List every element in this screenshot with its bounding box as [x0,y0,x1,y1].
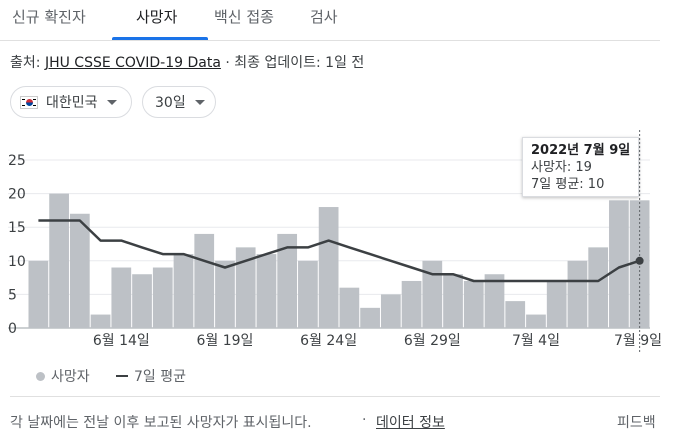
chevron-down-icon [106,99,117,105]
legend-line-icon [116,375,128,377]
footer-separator: · [362,412,367,428]
x-tick-label: 6월 29일 [404,333,461,349]
chart-bars [28,193,650,328]
legend-item-deaths: 사망자 [36,366,90,386]
tooltip-date: 2022년 7월 9일 [531,143,631,158]
chart-tooltip: 2022년 7월 9일 사망자: 19 7일 평균: 10 [522,137,639,197]
bar [28,260,49,328]
legend-dot-icon [36,371,45,381]
bar [132,274,152,328]
x-tick-label: 7월 9일 [614,333,662,349]
tooltip-average: 7일 평균: 10 [531,177,605,192]
bar [194,233,215,328]
y-tick-label: 25 [8,153,26,169]
bar [152,267,173,328]
legend-item-average: 7일 평균 [116,366,186,386]
tab-testing[interactable]: 검사 [310,8,338,26]
y-tick-label: 10 [8,254,26,270]
bar [49,193,69,328]
x-tick-label: 6월 19일 [196,333,253,349]
bar [69,213,90,328]
bar [505,301,526,328]
y-tick-label: 0 [8,321,17,337]
source-link[interactable]: JHU CSSE COVID-19 Data [44,55,221,71]
bar [567,260,588,328]
bar [401,280,422,328]
legend-deaths-label: 사망자 [51,369,90,385]
tooltip-deaths: 사망자: 19 [531,160,592,175]
bar [318,207,339,328]
chart-average-line [38,219,640,283]
bar [443,274,463,328]
bar [526,314,546,328]
bar [215,260,235,328]
bar [277,233,298,328]
footer-link-wrap: 데이터 정보 [376,412,445,432]
footer-note: 각 날짜에는 전날 이후 보고된 사망자가 표시됩니다. [10,415,312,431]
period-select[interactable]: 30일 [142,86,216,118]
tab-vaccinations[interactable]: 백신 접종 [214,8,274,26]
bar [235,247,256,328]
hover-point [635,256,644,265]
x-tick-label: 6월 14일 [93,333,150,349]
y-tick-label: 15 [8,220,26,236]
country-select-label: 대한민국 [46,95,98,111]
x-tick-label: 6월 24일 [300,333,357,349]
bar [609,200,629,328]
bar [546,280,567,328]
bar [298,260,318,328]
period-select-label: 30일 [155,95,186,111]
source-line: 출처: JHU CSSE COVID-19 Data · 최종 업데이트: 1일… [10,52,364,72]
chart-y-ticks: 0 5 10 15 20 25 [8,153,26,337]
y-tick-label: 20 [8,187,26,203]
footer-divider [10,396,660,397]
chevron-down-icon [194,99,205,105]
bar [256,254,277,328]
south-korea-flag-icon [20,95,38,109]
data-info-link[interactable]: 데이터 정보 [376,415,445,431]
chart-hover [635,130,644,352]
deaths-chart[interactable]: 0 5 10 15 20 25 6월 14일 6월 19일 6월 24일 6월 29일 7월 4일… [0,130,693,352]
bar [339,287,360,328]
y-tick-label: 5 [8,287,17,303]
x-tick-label: 7월 4일 [512,333,560,349]
bar [484,274,505,328]
average-line [38,219,640,283]
legend-average-label: 7일 평균 [134,369,186,385]
bar [90,314,111,328]
tab-bar: 신규 확진자 사망자 백신 접종 검사 [0,0,660,41]
country-select[interactable]: 대한민국 [10,86,132,118]
source-prefix: 출처: [10,55,45,71]
bar [463,280,484,328]
tab-new-cases[interactable]: 신규 확진자 [12,8,86,26]
chart-x-ticks: 6월 14일 6월 19일 6월 24일 6월 29일 7월 4일 7월 9일 [93,333,662,349]
bar [111,267,132,328]
last-updated: 최종 업데이트: 1일 전 [234,55,365,71]
active-tab-indicator [112,37,208,40]
bar [588,247,609,328]
bar [380,294,401,328]
tab-deaths[interactable]: 사망자 [136,8,178,26]
feedback-link[interactable]: 피드백 [617,415,656,431]
source-separator: · [220,55,235,71]
bar [360,307,380,328]
bar [173,254,194,328]
bar [422,260,443,328]
